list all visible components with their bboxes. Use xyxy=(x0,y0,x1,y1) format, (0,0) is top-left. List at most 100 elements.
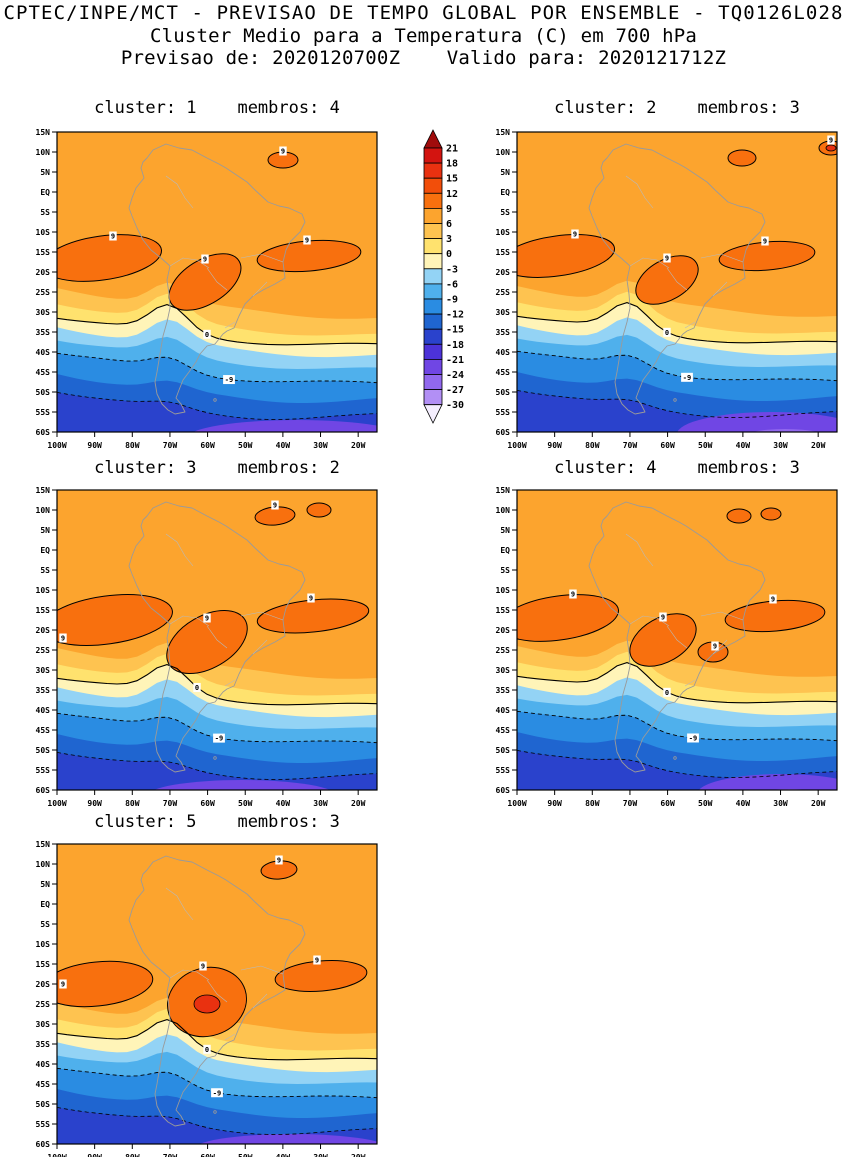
country-border xyxy=(666,625,688,649)
lon-label: 40W xyxy=(276,441,291,450)
colorbar-tick-label: -24 xyxy=(446,370,464,381)
plot-border xyxy=(56,843,378,1145)
contour-line-cold xyxy=(57,752,377,780)
island-dot xyxy=(213,1110,217,1114)
lon-label: 50W xyxy=(698,441,713,450)
colorbar-band xyxy=(423,162,443,179)
map-cluster-5: 9 9 9 9 0 -9 15N 10N 5N EQ 5S 10S 15S 20S 25S 30S 35S 40S… xyxy=(36,840,378,1157)
lat-label: 5S xyxy=(40,566,50,575)
contour-line-0C xyxy=(517,662,837,704)
plot-area: 9 9 9 9 0 -9 15N 10N 5N EQ 5S 10S 15S 20S 25S 30S 35S 40S… xyxy=(36,128,378,450)
lat-label: 10S xyxy=(36,586,51,595)
lat-label: 20S xyxy=(496,268,511,277)
lat-label: 50S xyxy=(496,388,511,397)
colorbar-svg: 21 18 15 12 9 6 3 0 -3 -6 -9 -12 -15 -18 -21 -24 -27 -30 xyxy=(423,129,464,424)
contour-label-9-box xyxy=(275,855,283,865)
lat-label: 15S xyxy=(496,248,511,257)
lat-label: EQ xyxy=(40,546,50,555)
lat-label: 10N xyxy=(496,506,511,515)
plot-border xyxy=(56,131,378,433)
colorbar-tick-label: 0 xyxy=(446,249,452,260)
coastline-south-america xyxy=(128,143,306,415)
lat-label: 60S xyxy=(36,786,51,795)
plot-border xyxy=(56,489,378,791)
contour-label-neg9-box xyxy=(213,733,225,743)
country-border xyxy=(165,887,194,921)
contour-label-9-box xyxy=(659,612,667,622)
figure-forecast-line: Previsao de: 2020120700Z Valido para: 20… xyxy=(120,47,727,69)
warm-core-9C xyxy=(306,502,332,518)
lon-label: 60W xyxy=(200,441,215,450)
contour-line-0C xyxy=(57,664,377,706)
warm-core-9C xyxy=(727,149,757,167)
country-border xyxy=(252,639,268,655)
contour-label-neg9: -9 xyxy=(689,735,697,743)
colorbar-tick-label: 9 xyxy=(446,204,452,215)
lat-label: 60S xyxy=(496,428,511,437)
contour-label-9-box xyxy=(827,135,835,145)
lon-label: 20W xyxy=(351,799,366,808)
lat-label: 20S xyxy=(36,626,51,635)
contour-label-9: 9 xyxy=(201,963,205,971)
contour-label-9-box xyxy=(663,253,671,263)
plot-area: 9 9 9 9 0 -9 15N 10N 5N EQ 5S 10S 15S 20S 25S 30S 35S 40S… xyxy=(496,486,838,808)
cold-pool-purple xyxy=(153,780,331,790)
country-border xyxy=(625,533,654,567)
lat-label: 30S xyxy=(36,666,51,675)
lon-label: 50W xyxy=(238,799,253,808)
lon-label: 90W xyxy=(87,1153,102,1157)
lon-label: 40W xyxy=(736,441,751,450)
lat-label: 50S xyxy=(496,746,511,755)
warm-core-9C xyxy=(57,960,154,1008)
colorbar-tick-label: -3 xyxy=(446,264,458,275)
map-layers: 9 9 9 9 0 -9 xyxy=(517,132,837,432)
country-border xyxy=(169,615,210,627)
lat-label: 5S xyxy=(40,920,50,929)
lon-label: 30W xyxy=(313,441,328,450)
map-cluster-3: 9 9 9 9 0 -9 15N 10N 5N EQ 5S 10S 15S 20S 25S 30S 35S 40S… xyxy=(36,486,378,808)
contour-label-0: 0 xyxy=(205,331,209,339)
cold-pool-purple xyxy=(199,1134,377,1144)
coastline-south-america xyxy=(588,143,766,415)
lat-label: 30S xyxy=(496,666,511,675)
lat-label: 5N xyxy=(40,880,50,889)
lat-label: 55S xyxy=(496,408,511,417)
coastline-south-america xyxy=(588,501,766,773)
colorbar-band xyxy=(423,177,443,194)
colorbar-tick-label: -30 xyxy=(446,400,464,411)
lat-label: EQ xyxy=(40,188,50,197)
warm-core-9C xyxy=(57,594,173,646)
contour-label-9-box xyxy=(271,500,279,510)
colorbar-band xyxy=(423,389,443,406)
lon-label: 30W xyxy=(773,799,788,808)
warm-core-9C xyxy=(635,255,699,305)
colorbar-tick-label: -6 xyxy=(446,279,458,290)
colorbar-band xyxy=(423,238,443,255)
lat-label: 20S xyxy=(496,626,511,635)
colorbar-band xyxy=(423,268,443,285)
warm-hot-spot xyxy=(825,144,837,152)
lat-label: EQ xyxy=(500,188,510,197)
contour-line-cold xyxy=(57,1107,377,1135)
contour-line-0C xyxy=(57,304,377,346)
lat-label: 10S xyxy=(496,228,511,237)
lon-label: 100W xyxy=(507,441,526,450)
country-border xyxy=(206,979,228,1003)
country-border xyxy=(165,175,194,209)
lat-label: 5N xyxy=(40,526,50,535)
lon-label: 20W xyxy=(811,799,826,808)
contour-label-0: 0 xyxy=(195,684,199,692)
warm-core-9C xyxy=(517,594,619,642)
contour-label-9-box xyxy=(313,955,321,965)
colorbar-tick-label: -12 xyxy=(446,310,464,321)
contour-label-9: 9 xyxy=(203,256,207,264)
contour-label-9: 9 xyxy=(61,635,65,643)
map-layers: 9 9 9 9 0 -9 xyxy=(57,132,377,432)
country-border xyxy=(169,969,210,981)
lon-label: 80W xyxy=(125,1153,140,1157)
country-border xyxy=(165,533,194,567)
lat-label: 55S xyxy=(36,1120,51,1129)
lat-label: 35S xyxy=(36,1040,51,1049)
contour-label-9-box xyxy=(307,593,315,603)
